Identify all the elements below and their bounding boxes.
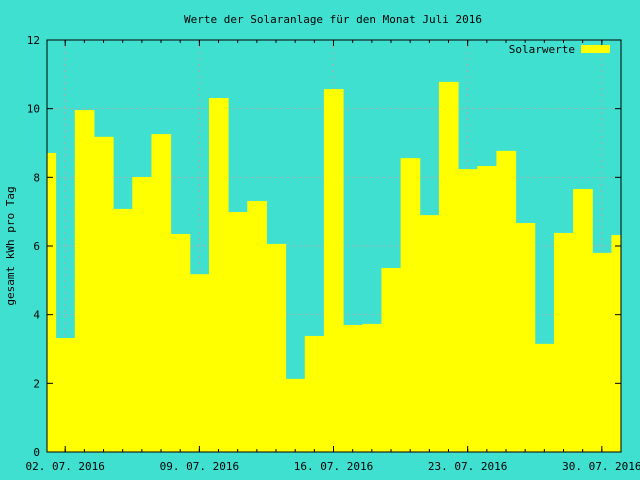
bar: [343, 324, 363, 452]
bar: [362, 323, 382, 452]
bar: [515, 222, 536, 452]
bar: [47, 152, 57, 452]
bar: [592, 252, 612, 452]
bar: [400, 158, 421, 452]
bar: [266, 243, 287, 452]
y-tick-label: 6: [33, 240, 40, 253]
legend-swatch: [581, 45, 610, 53]
bar: [93, 136, 114, 452]
bar: [285, 378, 306, 452]
bar: [247, 201, 267, 452]
bar: [132, 176, 152, 453]
bar: [170, 233, 191, 452]
x-tick-label: 23. 07. 2016: [428, 460, 507, 473]
bar: [458, 169, 478, 453]
y-tick-label: 0: [33, 446, 40, 459]
bar: [496, 150, 517, 452]
bar: [304, 335, 325, 452]
y-tick-label: 2: [33, 377, 40, 390]
y-tick-label: 12: [27, 34, 40, 47]
bar: [228, 212, 248, 452]
bar: [189, 274, 210, 452]
bar: [553, 232, 574, 452]
bar: [113, 208, 133, 452]
y-tick-label: 10: [27, 103, 40, 116]
bar: [55, 338, 76, 452]
bar: [208, 98, 229, 453]
bar: [323, 89, 344, 452]
axes: 0 2 4 6 8 10 12 02. 07. 2016 09. 07. 2016 16. 07.…: [25, 34, 640, 473]
y-tick-label: 8: [33, 171, 40, 184]
bar: [611, 235, 622, 452]
legend: Solarwerte: [509, 43, 610, 56]
bar: [419, 215, 440, 452]
legend-label: Solarwerte: [509, 43, 575, 56]
y-axis-label: gesamt kWh pro Tag: [4, 186, 17, 305]
bar: [438, 81, 459, 453]
bar: [573, 189, 593, 453]
bar: [534, 343, 555, 452]
bar: [477, 166, 497, 452]
x-tick-label: 30. 07. 2016: [562, 460, 640, 473]
x-tick-label: 02. 07. 2016: [25, 460, 104, 473]
chart-title: Werte der Solaranlage für den Monat Juli…: [184, 13, 482, 26]
y-tick-label: 4: [33, 309, 40, 322]
bar: [74, 110, 95, 452]
bar: [151, 134, 172, 452]
x-tick-label: 16. 07. 2016: [294, 460, 373, 473]
x-tick-label: 09. 07. 2016: [160, 460, 239, 473]
bar: [381, 267, 402, 452]
bars: [47, 81, 622, 453]
